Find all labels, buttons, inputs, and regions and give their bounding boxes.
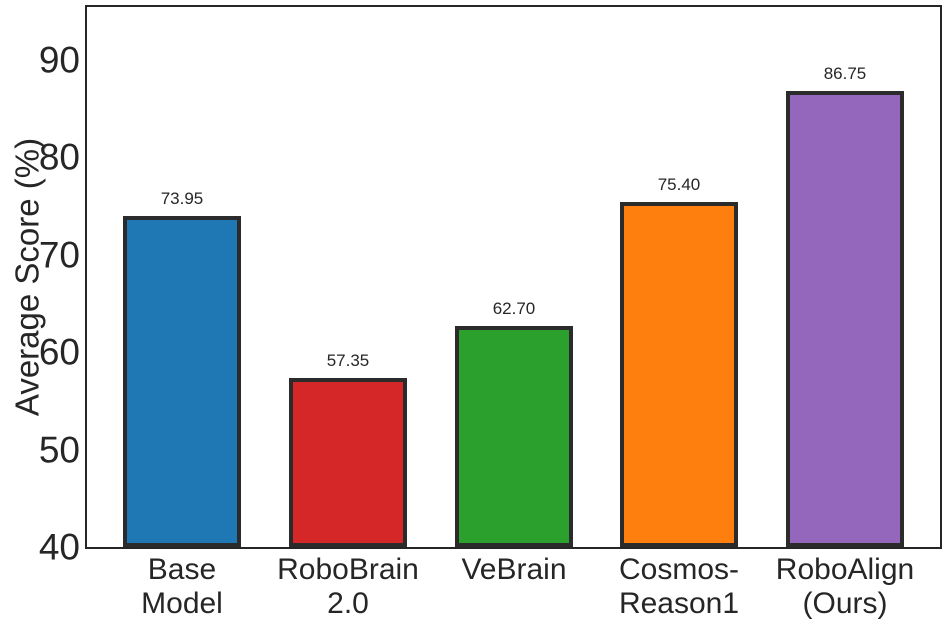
bar-value-label-cosmos-reason1: 75.40 — [657, 175, 701, 194]
y-axis-label: Average Score (%) — [8, 137, 46, 417]
x-tick-label-robobrain-2-0: RoboBrain 2.0 — [277, 553, 419, 620]
bar-value-label-vebrain: 62.70 — [492, 299, 536, 318]
bar-vebrain — [455, 326, 573, 547]
x-tick-label-vebrain: VeBrain — [461, 553, 567, 586]
bar-base-model — [123, 216, 241, 547]
y-tick-label-40: 40 — [38, 526, 80, 568]
y-tick-label-50: 50 — [38, 429, 80, 471]
x-tick-label-roboalign-ours: RoboAlign (Ours) — [775, 553, 915, 620]
x-tick-label-cosmos-reason1: Cosmos- Reason1 — [618, 553, 740, 620]
bar-roboalign-ours — [786, 91, 904, 547]
bar-value-label-robobrain-2-0: 57.35 — [326, 351, 370, 370]
x-tick-label-base-model: Base Model — [141, 553, 223, 620]
bar-value-label-base-model: 73.95 — [160, 189, 204, 208]
plot-area: 73.95 57.35 62.70 75.40 86.75 — [85, 5, 942, 549]
bar-value-label-roboalign-ours: 86.75 — [823, 64, 867, 83]
y-tick-label-80: 80 — [38, 136, 80, 178]
y-tick-label-60: 60 — [38, 331, 80, 373]
bar-cosmos-reason1 — [620, 202, 738, 547]
y-tick-label-90: 90 — [38, 39, 80, 81]
y-tick-label-70: 70 — [38, 234, 80, 276]
bar-robobrain-2-0 — [289, 378, 407, 547]
